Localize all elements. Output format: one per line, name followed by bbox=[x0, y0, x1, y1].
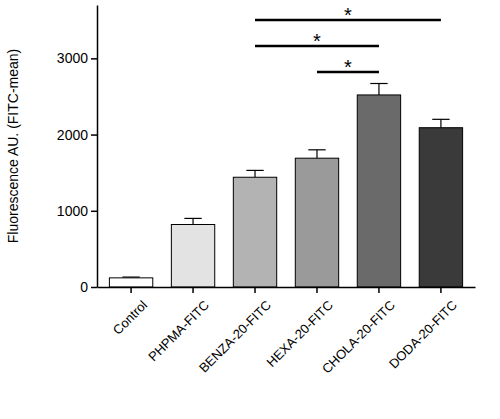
x-tick: BENZA-20-FITC bbox=[196, 287, 274, 375]
significance-label: * bbox=[344, 56, 352, 78]
x-axis-line bbox=[98, 287, 476, 289]
bar bbox=[295, 158, 338, 287]
significance-label: * bbox=[344, 4, 352, 26]
x-tick: HEXA-20-FITC bbox=[264, 287, 336, 370]
error-bar bbox=[308, 150, 325, 158]
error-stem bbox=[254, 170, 255, 177]
plot: 0 1000 2000 3000 ControlPHPMA-FITCBENZA-20-F… bbox=[57, 4, 476, 376]
x-tick-mark bbox=[130, 287, 132, 293]
y-tick-mark bbox=[91, 134, 97, 136]
error-bar bbox=[432, 119, 449, 127]
y-tick: 0 bbox=[80, 279, 97, 295]
error-bar bbox=[246, 170, 263, 177]
bars bbox=[109, 84, 462, 287]
bar bbox=[171, 225, 214, 287]
y-tick-label: 1000 bbox=[57, 203, 88, 219]
bar bbox=[109, 278, 152, 287]
error-cap bbox=[432, 119, 449, 120]
x-tick-mark bbox=[192, 287, 194, 293]
error-bar bbox=[370, 84, 387, 95]
y-axis-title: Fluorescence AU. (FITC-mean) bbox=[5, 49, 21, 244]
y-tick-label: 0 bbox=[80, 279, 88, 295]
significance-label: * bbox=[313, 30, 321, 52]
error-stem bbox=[440, 119, 441, 127]
error-bar bbox=[184, 218, 201, 224]
x-axis: ControlPHPMA-FITCBENZA-20-FITCHEXA-20-FI… bbox=[98, 287, 476, 376]
x-tick: CHOLA-20-FITC bbox=[319, 287, 398, 376]
y-tick: 3000 bbox=[57, 50, 97, 66]
x-tick-label: DODA-20-FITC bbox=[386, 297, 460, 371]
x-tick-label: BENZA-20-FITC bbox=[196, 297, 274, 375]
y-tick-label: 2000 bbox=[57, 127, 88, 143]
bar bbox=[357, 95, 400, 287]
error-stem bbox=[316, 150, 317, 158]
significance: * * * bbox=[255, 4, 441, 78]
x-tick-mark bbox=[254, 287, 256, 293]
error-cap bbox=[308, 149, 325, 150]
y-tick-mark bbox=[91, 58, 97, 60]
x-tick: PHPMA-FITC bbox=[145, 287, 212, 364]
x-tick-mark bbox=[378, 287, 380, 293]
bar bbox=[419, 128, 462, 287]
x-tick-mark bbox=[440, 287, 442, 293]
x-tick-label: PHPMA-FITC bbox=[145, 297, 212, 364]
error-cap bbox=[370, 83, 387, 84]
error-stem bbox=[378, 84, 379, 95]
y-tick: 1000 bbox=[57, 203, 97, 219]
y-axis-line bbox=[97, 6, 99, 288]
y-tick-mark bbox=[91, 211, 97, 213]
y-tick-label: 3000 bbox=[57, 50, 88, 66]
error-stem bbox=[192, 218, 193, 224]
x-tick-mark bbox=[316, 287, 318, 293]
x-tick-label: CHOLA-20-FITC bbox=[319, 297, 398, 376]
chart: 0 1000 2000 3000 ControlPHPMA-FITCBENZA-20-F… bbox=[0, 0, 500, 419]
y-tick-mark bbox=[91, 287, 97, 289]
x-tick: Control bbox=[110, 287, 150, 338]
bar bbox=[233, 177, 276, 287]
error-cap bbox=[184, 218, 201, 219]
y-axis: 0 1000 2000 3000 bbox=[57, 6, 98, 295]
y-tick: 2000 bbox=[57, 127, 97, 143]
x-tick: DODA-20-FITC bbox=[386, 287, 460, 371]
x-tick-label: Control bbox=[110, 297, 150, 337]
error-cap bbox=[246, 170, 263, 171]
